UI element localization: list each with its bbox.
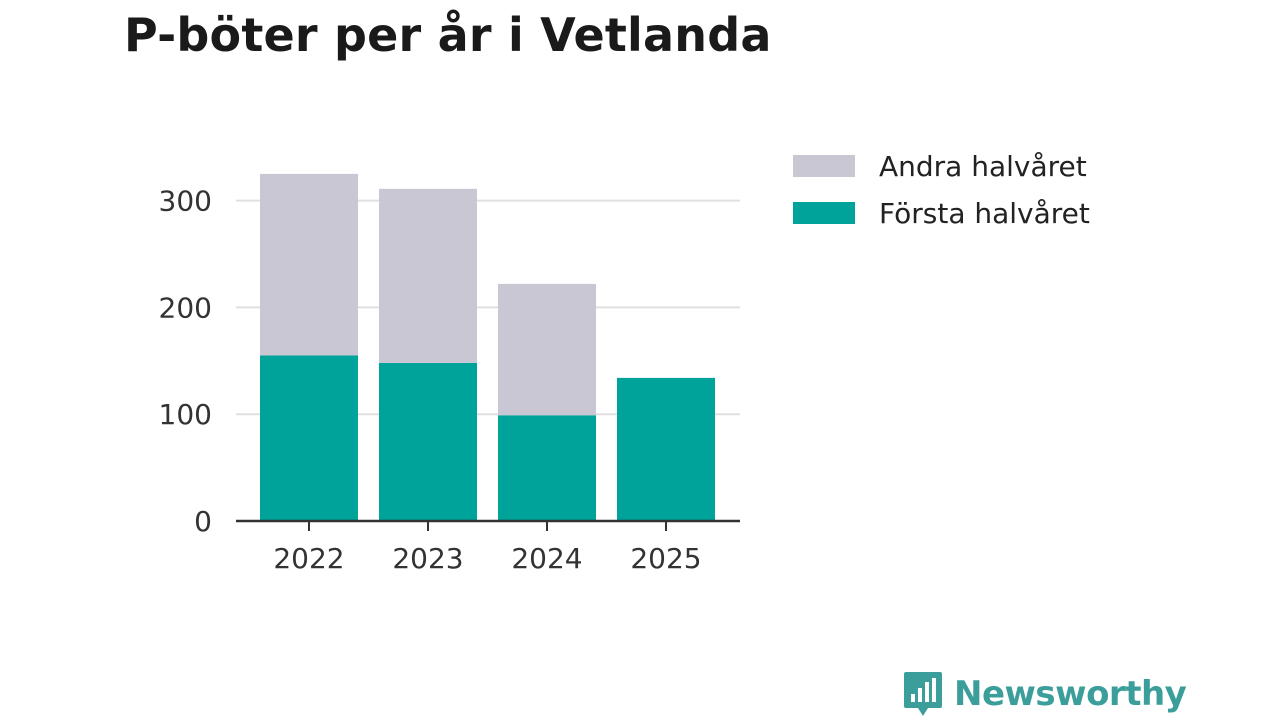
brand-logo: Newsworthy — [902, 670, 1187, 718]
chart-title: P-böter per år i Vetlanda — [124, 8, 772, 62]
x-tick-label: 2023 — [392, 542, 463, 575]
legend-label: Andra halvåret — [879, 150, 1087, 183]
legend-label: Första halvåret — [879, 197, 1090, 230]
x-tick-label: 2025 — [630, 542, 701, 575]
bars — [260, 173, 715, 521]
bar-2024-andra — [498, 283, 596, 416]
x-tick-label: 2024 — [511, 542, 582, 575]
bar-2022-forsta — [260, 355, 358, 521]
bar-2023-forsta — [379, 362, 477, 521]
legend-swatch — [793, 202, 855, 224]
bar-2022-andra — [260, 173, 358, 356]
bar-2025-forsta — [617, 377, 715, 521]
legend: Andra halvåret Första halvåret — [793, 150, 1090, 230]
brand-name: Newsworthy — [954, 674, 1187, 714]
bar-chart-speech-icon — [904, 672, 942, 716]
x-tick-label: 2022 — [273, 542, 344, 575]
bar-2024-forsta — [498, 415, 596, 521]
y-tick-label: 200 — [159, 291, 212, 324]
y-tick-label: 0 — [194, 505, 212, 538]
bar-2023-andra — [379, 188, 477, 363]
y-tick-label: 100 — [159, 398, 212, 431]
legend-swatch — [793, 155, 855, 177]
axes: 0 100 200 300 2022 2023 2024 2025 — [159, 185, 740, 575]
y-tick-label: 300 — [159, 185, 212, 218]
